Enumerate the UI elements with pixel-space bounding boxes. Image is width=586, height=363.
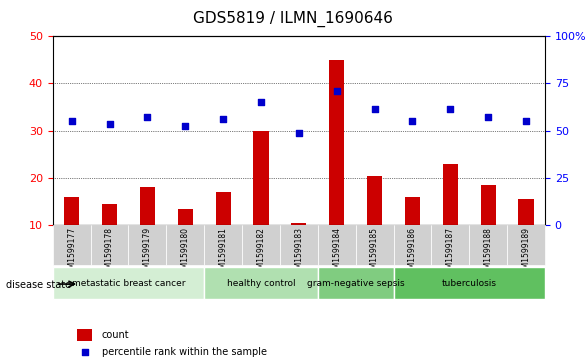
Text: GSM1599182: GSM1599182: [257, 227, 265, 278]
FancyBboxPatch shape: [431, 225, 469, 265]
Text: GSM1599185: GSM1599185: [370, 227, 379, 278]
Text: GSM1599188: GSM1599188: [483, 227, 493, 278]
Point: [256, 99, 265, 105]
FancyBboxPatch shape: [394, 225, 431, 265]
Text: GDS5819 / ILMN_1690646: GDS5819 / ILMN_1690646: [193, 11, 393, 27]
Bar: [77, 329, 92, 341]
Text: GSM1599189: GSM1599189: [522, 227, 530, 278]
FancyBboxPatch shape: [356, 225, 394, 265]
Bar: [443, 164, 458, 225]
Bar: [64, 197, 79, 225]
Point: [67, 118, 76, 124]
FancyBboxPatch shape: [166, 225, 204, 265]
Text: gram-negative sepsis: gram-negative sepsis: [307, 279, 404, 287]
Point: [294, 130, 304, 136]
Bar: [140, 187, 155, 225]
Text: healthy control: healthy control: [227, 279, 295, 287]
FancyBboxPatch shape: [204, 225, 242, 265]
Point: [219, 116, 228, 122]
Point: [445, 106, 455, 112]
Point: [522, 118, 531, 124]
Bar: [291, 223, 306, 225]
Point: [80, 349, 90, 355]
Text: GSM1599183: GSM1599183: [294, 227, 304, 278]
FancyBboxPatch shape: [91, 225, 128, 265]
Text: GSM1599184: GSM1599184: [332, 227, 341, 278]
Point: [180, 123, 190, 129]
FancyBboxPatch shape: [318, 225, 356, 265]
FancyBboxPatch shape: [242, 225, 280, 265]
FancyBboxPatch shape: [53, 267, 204, 299]
Text: count: count: [102, 330, 130, 340]
FancyBboxPatch shape: [53, 225, 91, 265]
Bar: [102, 204, 117, 225]
Bar: [405, 197, 420, 225]
Text: GSM1599179: GSM1599179: [143, 227, 152, 278]
FancyBboxPatch shape: [507, 225, 545, 265]
Bar: [481, 185, 496, 225]
Point: [370, 106, 379, 112]
Text: tuberculosis: tuberculosis: [442, 279, 497, 287]
FancyBboxPatch shape: [128, 225, 166, 265]
Point: [105, 121, 114, 126]
Point: [408, 118, 417, 124]
Bar: [329, 60, 345, 225]
Text: GSM1599186: GSM1599186: [408, 227, 417, 278]
Bar: [216, 192, 231, 225]
Bar: [519, 199, 534, 225]
Bar: [367, 176, 382, 225]
Text: percentile rank within the sample: percentile rank within the sample: [102, 347, 267, 357]
FancyBboxPatch shape: [204, 267, 318, 299]
Text: GSM1599180: GSM1599180: [180, 227, 190, 278]
Text: GSM1599177: GSM1599177: [67, 227, 76, 278]
FancyBboxPatch shape: [469, 225, 507, 265]
Point: [483, 114, 493, 119]
Text: GSM1599178: GSM1599178: [105, 227, 114, 278]
Text: GSM1599187: GSM1599187: [446, 227, 455, 278]
Point: [332, 87, 342, 93]
Text: metastatic breast cancer: metastatic breast cancer: [71, 279, 185, 287]
Bar: [253, 131, 268, 225]
Point: [143, 114, 152, 119]
Bar: [178, 208, 193, 225]
FancyBboxPatch shape: [318, 267, 394, 299]
FancyBboxPatch shape: [394, 267, 545, 299]
Text: GSM1599181: GSM1599181: [219, 227, 227, 278]
Text: disease state: disease state: [6, 280, 71, 290]
FancyBboxPatch shape: [280, 225, 318, 265]
